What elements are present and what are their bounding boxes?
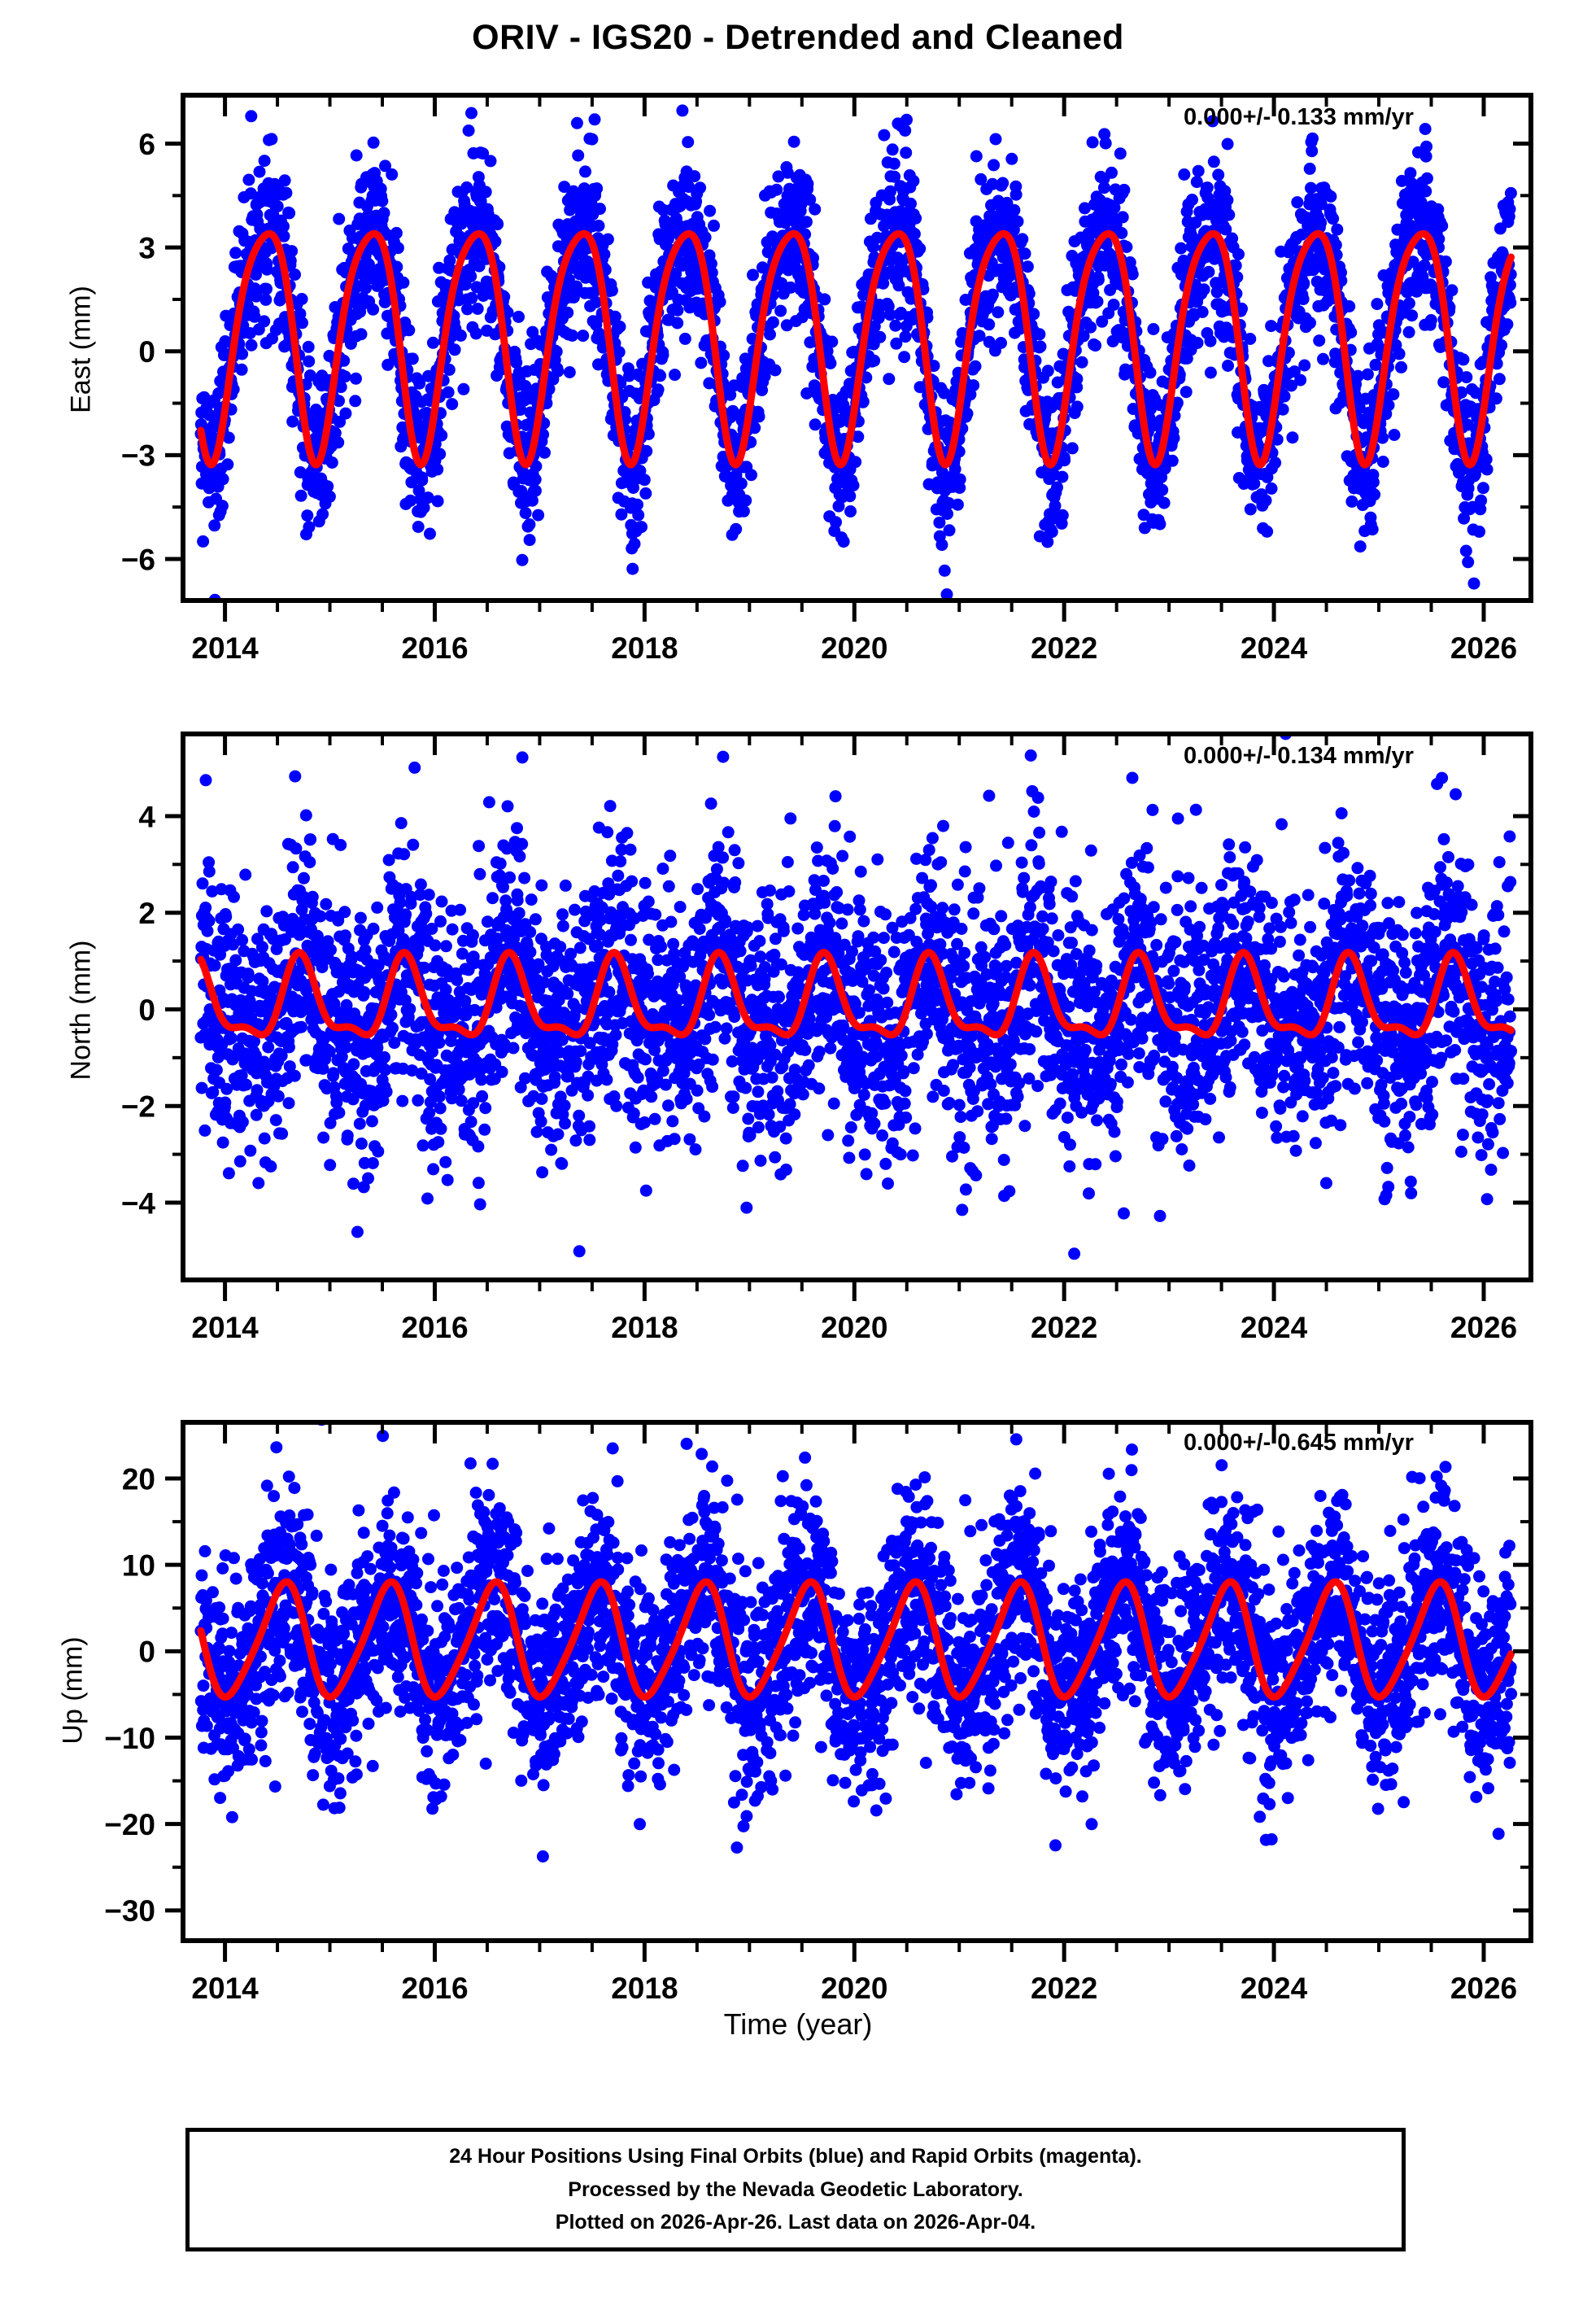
east-axes: 2014 2016 2018 2020 2022 2024 2026 6 3 0 −3 −6 bbox=[121, 93, 1533, 665]
x-tick-label: 2026 bbox=[1450, 631, 1517, 665]
data-points bbox=[194, 734, 1517, 1260]
y-tick-label: −3 bbox=[121, 439, 155, 473]
seasonal-model-curve bbox=[197, 1578, 1515, 1701]
x-tick-label: 2022 bbox=[1031, 631, 1097, 665]
y-tick-label: 4 bbox=[138, 800, 155, 833]
x-tick-label: 2016 bbox=[401, 1311, 468, 1344]
x-tick-label: 2020 bbox=[821, 1972, 887, 2005]
x-tick-label: 2024 bbox=[1241, 1311, 1308, 1344]
x-tick-label: 2018 bbox=[611, 1311, 678, 1344]
x-tick-label: 2018 bbox=[611, 631, 678, 665]
north-rate-annotation: 0.000+/- 0.134 mm/yr bbox=[1184, 743, 1414, 769]
footer-line-3: Plotted on 2026-Apr-26. Last data on 202… bbox=[555, 2211, 1036, 2234]
y-tick-label: −20 bbox=[104, 1808, 155, 1841]
y-tick-label: 0 bbox=[138, 994, 155, 1027]
seasonal-model-curve bbox=[197, 229, 1515, 469]
data-points bbox=[194, 1422, 1518, 1863]
y-tick-label: −30 bbox=[104, 1894, 155, 1928]
x-tick-label: 2024 bbox=[1241, 631, 1308, 665]
north-axes: 2014 2016 2018 2020 2022 2024 2026 4 2 0 −2 −4 bbox=[121, 732, 1533, 1344]
y-tick-label: 0 bbox=[138, 335, 155, 369]
y-tick-label: 20 bbox=[122, 1462, 155, 1496]
y-tick-label: 10 bbox=[122, 1548, 155, 1582]
y-tick-label: 0 bbox=[138, 1636, 155, 1669]
footer-line-2: Processed by the Nevada Geodetic Laborat… bbox=[568, 2177, 1023, 2201]
x-tick-label: 2024 bbox=[1241, 1972, 1308, 2005]
panel-north bbox=[183, 734, 1531, 1280]
x-tick-label: 2022 bbox=[1031, 1972, 1097, 2005]
x-tick-label: 2014 bbox=[191, 1311, 259, 1344]
y-tick-label: −6 bbox=[121, 543, 155, 576]
north-plot-area[interactable] bbox=[183, 734, 1531, 1280]
x-tick-label: 2018 bbox=[611, 1972, 678, 2005]
x-tick-label: 2026 bbox=[1450, 1311, 1517, 1344]
panel-east bbox=[183, 95, 1531, 601]
east-rate-annotation: 0.000+/- 0.133 mm/yr bbox=[1184, 104, 1414, 130]
x-tick-label: 2026 bbox=[1450, 1972, 1517, 2005]
x-tick-label: 2014 bbox=[191, 1972, 259, 2005]
x-tick-label: 2020 bbox=[821, 631, 887, 665]
y-tick-label: 2 bbox=[138, 897, 155, 930]
footer-line-1: 24 Hour Positions Using Final Orbits (bl… bbox=[449, 2145, 1142, 2168]
y-tick-label: 3 bbox=[138, 231, 155, 264]
y-tick-label: 6 bbox=[138, 128, 155, 161]
x-axis-label: Time (year) bbox=[723, 2007, 873, 2041]
y-tick-label: −10 bbox=[104, 1722, 155, 1755]
east-plot-area[interactable] bbox=[183, 95, 1531, 601]
x-tick-label: 2014 bbox=[191, 631, 259, 665]
up-axes: 2014 2016 2018 2020 2022 2024 2026 20 10 0 −10 −20 −… bbox=[104, 1420, 1533, 2005]
panel-up bbox=[183, 1422, 1531, 1941]
seasonal-model-curve bbox=[197, 949, 1515, 1039]
up-rate-annotation: 0.000+/- 0.645 mm/yr bbox=[1184, 1430, 1414, 1456]
x-tick-label: 2020 bbox=[821, 1311, 887, 1344]
east-y-axis-label: East (mm) bbox=[65, 286, 97, 413]
y-tick-label: −2 bbox=[121, 1090, 155, 1124]
x-tick-label: 2016 bbox=[401, 631, 468, 665]
up-plot-area[interactable] bbox=[183, 1422, 1531, 1941]
north-y-axis-label: North (mm) bbox=[65, 940, 97, 1081]
y-tick-label: −4 bbox=[121, 1186, 156, 1220]
x-tick-label: 2016 bbox=[401, 1972, 468, 2005]
x-tick-label: 2022 bbox=[1031, 1311, 1097, 1344]
up-y-axis-label: Up (mm) bbox=[57, 1636, 89, 1745]
page-title: ORIV - IGS20 - Detrended and Cleaned bbox=[472, 18, 1124, 57]
footer-box: 24 Hour Positions Using Final Orbits (bl… bbox=[185, 2128, 1406, 2251]
